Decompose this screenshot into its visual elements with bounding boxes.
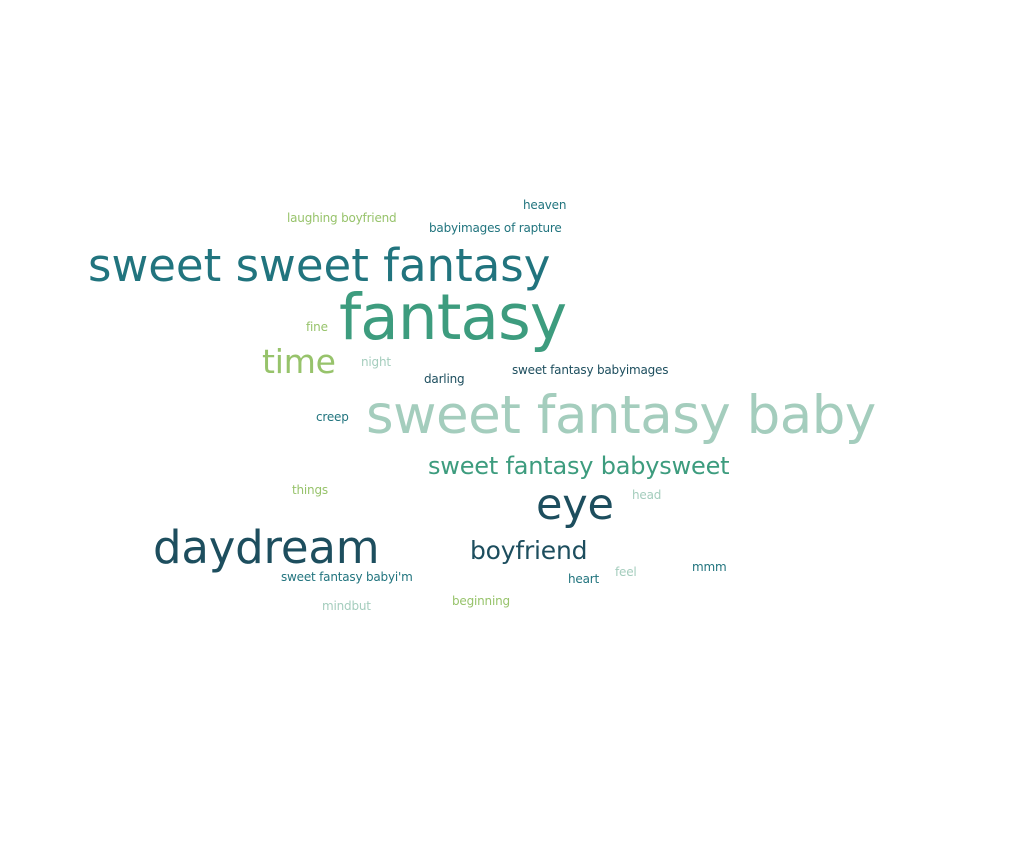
word-mmm: mmm bbox=[692, 560, 727, 574]
word-heart: heart bbox=[568, 572, 599, 586]
word-fantasy: fantasy bbox=[339, 281, 567, 354]
word-creep: creep bbox=[316, 410, 349, 424]
word-head: head bbox=[632, 488, 662, 502]
word-sweet-fantasy-baby: sweet fantasy baby bbox=[366, 385, 876, 446]
word-darling: darling bbox=[424, 372, 465, 386]
word-sweet-fantasy-babysweet: sweet fantasy babysweet bbox=[428, 452, 730, 480]
word-fine: fine bbox=[306, 320, 328, 334]
word-boyfriend: boyfriend bbox=[470, 536, 588, 565]
word-night: night bbox=[361, 355, 391, 369]
word-babyimages-of-rapture: babyimages of rapture bbox=[429, 221, 562, 235]
word-laughing-boyfriend: laughing boyfriend bbox=[287, 211, 397, 225]
word-beginning: beginning bbox=[452, 594, 510, 608]
word-eye: eye bbox=[536, 480, 614, 530]
word-sweet-fantasy-babyimages: sweet fantasy babyimages bbox=[512, 363, 669, 377]
word-things: things bbox=[292, 483, 328, 497]
word-feel: feel bbox=[615, 565, 637, 579]
word-daydream: daydream bbox=[153, 521, 380, 574]
word-sweet-sweet-fantasy: sweet sweet fantasy bbox=[88, 239, 551, 292]
word-mindbut: mindbut bbox=[322, 599, 371, 613]
word-heaven: heaven bbox=[523, 198, 567, 212]
word-time: time bbox=[262, 342, 336, 381]
word-sweet-fantasy-babyi-m: sweet fantasy babyi'm bbox=[281, 570, 413, 584]
